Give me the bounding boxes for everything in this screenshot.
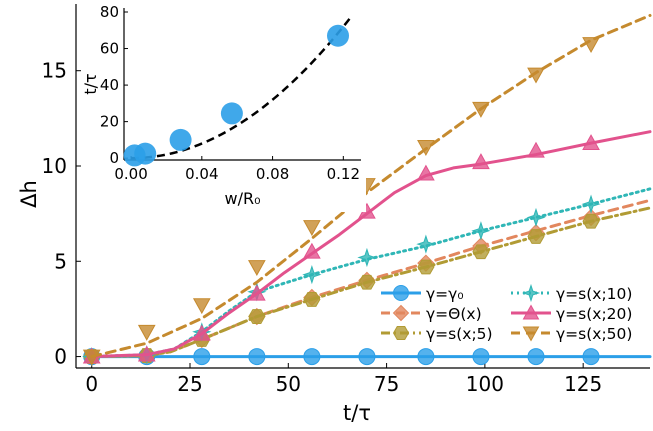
series-marker-6 [527,67,545,84]
series-marker-4 [357,247,377,268]
series-marker-1 [358,348,376,366]
inset-y-tick-label: 40 [100,76,119,94]
series-marker-5 [137,345,156,362]
inset-plot: 0.00 0.04 0.08 0.12 0 20 40 60 80 w/R₀ t/τ [81,0,366,212]
series-marker-1 [527,348,545,366]
inset-x-tick-label: 0.00 [114,165,147,183]
series-marker-1 [193,348,211,366]
series-marker-3 [303,291,321,307]
legend-label-3: γ=s(x;5) [426,325,493,343]
inset-y-tick-label: 60 [100,40,119,58]
y-tick-label: 15 [42,59,67,83]
inset-data-point [327,24,350,47]
legend-label-5: γ=s(x;20) [556,305,632,323]
legend-label-4: γ=s(x;10) [556,285,632,303]
series-marker-6 [137,324,156,341]
series-marker-6 [247,260,266,277]
legend-label-1: γ=γ₀ [426,285,464,303]
legend-marker-2 [392,304,410,322]
series-marker-4 [581,194,601,214]
series-marker-5 [472,153,490,170]
series-marker-5 [192,324,211,341]
legend-label-2: γ=Θ(x) [426,305,482,323]
inset-x-tick-label: 0.08 [256,165,289,183]
y-tick-label: 0 [54,345,67,369]
series-marker-3 [417,259,435,275]
x-tick-label: 125 [564,372,602,396]
series-marker-3 [472,244,490,260]
series-marker-6 [192,298,211,315]
x-tick-label: 0 [85,372,98,396]
series-marker-4 [302,265,322,285]
inset-data-point [169,128,192,151]
y-axis-title: Δh [17,180,41,208]
inset-y-tick-label: 20 [100,113,119,131]
legend: γ=γ₀ γ=Θ(x) γ=s(x;5) γ=s(x;10) γ=s(x;20) γ=s(… [381,283,632,343]
series-marker-1 [248,348,266,366]
series-line-5 [90,130,652,359]
series-marker-3 [358,274,376,290]
legend-marker-1 [393,285,409,301]
series-marker-5 [417,164,435,181]
main-plot: 0 25 50 75 100 125 0 5 10 15 t/τ Δh [17,4,652,425]
series-marker-6 [303,220,321,237]
series-marker-5 [303,242,321,259]
series-marker-3 [582,213,600,229]
series-marker-3 [248,309,266,324]
series-marker-1 [582,348,600,366]
series-marker-4 [471,221,491,241]
x-axis-title: t/τ [343,401,371,425]
series-marker-5 [582,134,600,151]
x-tick-label: 75 [374,372,399,396]
series-marker-6 [582,37,600,54]
y-tick-label: 5 [54,249,67,273]
series-marker-5 [527,141,545,158]
series-marker-1 [303,348,321,366]
series-marker-1 [472,348,490,366]
inset-y-tick-label: 80 [100,3,119,21]
x-tick-label: 50 [276,372,301,396]
legend-marker-5 [522,304,540,320]
inset-y-axis-title: t/τ [81,73,100,94]
inset-x-tick-label: 0.04 [185,165,218,183]
series-marker-4 [416,234,436,254]
inset-x-axis-title: w/R₀ [224,189,260,208]
legend-marker-3 [392,326,410,340]
legend-label-6: γ=s(x;50) [556,325,632,343]
legend-marker-6 [522,326,540,342]
inset-x-tick-label: 0.12 [327,165,360,183]
x-tick-label: 25 [177,372,202,396]
inset-data-point [134,142,157,165]
inset-fit-curve [131,14,353,160]
inset-y-tick-label: 0 [109,149,119,167]
legend-marker-4 [521,283,541,303]
x-tick-label: 100 [466,372,504,396]
series-marker-3 [527,229,545,244]
y-tick-label: 10 [42,154,67,178]
series-marker-6 [82,349,101,366]
series-marker-6 [417,140,435,156]
series-marker-4 [526,207,546,228]
series-marker-1 [417,348,435,366]
series-marker-5 [247,284,266,301]
inset-data-point [220,102,243,125]
series-marker-6 [472,101,490,118]
